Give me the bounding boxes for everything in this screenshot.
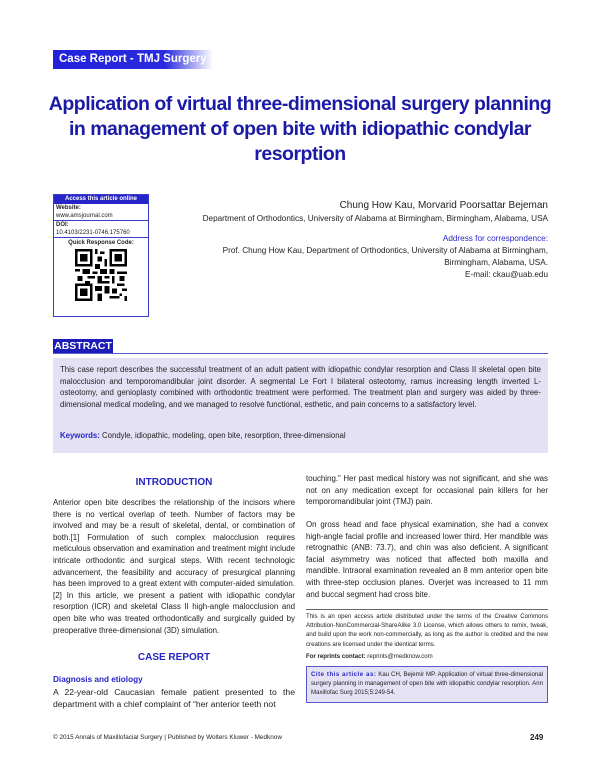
reprints-label: For reprints contact: <box>306 652 366 660</box>
doi-label: DOI: <box>56 222 69 228</box>
qr-code-icon <box>75 249 127 301</box>
keywords-label: Keywords: <box>60 431 100 441</box>
correspondence-label: Address for correspondence: <box>442 234 548 243</box>
footer-copyright: © 2015 Annals of Maxillofacial Surgery |… <box>53 734 282 741</box>
correspondence-address: Prof. Chung How Kau, Department of Ortho… <box>222 246 548 267</box>
examination-text: On gross head and face physical examinat… <box>306 520 548 599</box>
cite-label: Cite this article as: <box>311 671 377 678</box>
access-heading: Access this article online <box>54 195 148 204</box>
website-link[interactable]: www.amsjournal.com <box>56 213 113 219</box>
page-number: 249 <box>530 733 544 742</box>
email[interactable]: E-mail: ckau@uab.edu <box>465 270 548 279</box>
abstract-box: This case report describes the successfu… <box>53 358 548 453</box>
license-block: This is an open access article distribut… <box>306 612 548 661</box>
doi-link[interactable]: 10.4103/2231-0746.175760 <box>56 230 130 236</box>
diagnosis-text: A 22-year-old Caucasian female patient p… <box>53 687 295 709</box>
keywords: Condyle, idiopathic, modeling, open bite… <box>99 431 346 441</box>
case-report-heading: CASE REPORT <box>137 652 211 663</box>
introduction-heading: INTRODUCTION <box>135 477 213 488</box>
category-banner: Case Report - TMJ Surgery <box>53 50 213 69</box>
citation: Kau CH, Bejemir MP. Application of virtu… <box>311 671 544 697</box>
reprints-email[interactable]: reprints@medknow.com <box>365 652 433 660</box>
website-label: Website: <box>56 205 81 211</box>
abstract-heading: ABSTRACT <box>53 339 113 354</box>
license-text: This is an open access article distribut… <box>306 613 548 648</box>
abstract-text: This case report describes the successfu… <box>60 365 541 409</box>
qr-label: Quick Response Code: <box>68 240 134 246</box>
divider <box>306 609 548 610</box>
cite-box: Cite this article as: Kau CH, Bejemir MP… <box>306 666 548 703</box>
diagnosis-heading: Diagnosis and etiology <box>53 675 143 684</box>
history-text: touching.” Her past medical history was … <box>306 474 548 507</box>
article-title: Application of virtual three-dimensional… <box>48 93 552 165</box>
author-block: Chung How Kau, Morvarid Poorsattar Bejem… <box>128 199 548 281</box>
introduction-text: Anterior open bite describes the relatio… <box>53 498 295 635</box>
divider <box>53 353 548 354</box>
affiliation: Department of Orthodontics, University o… <box>202 214 548 223</box>
author-names: Chung How Kau, Morvarid Poorsattar Bejem… <box>339 200 548 211</box>
access-box: Access this article online Website: www.a… <box>53 194 149 317</box>
